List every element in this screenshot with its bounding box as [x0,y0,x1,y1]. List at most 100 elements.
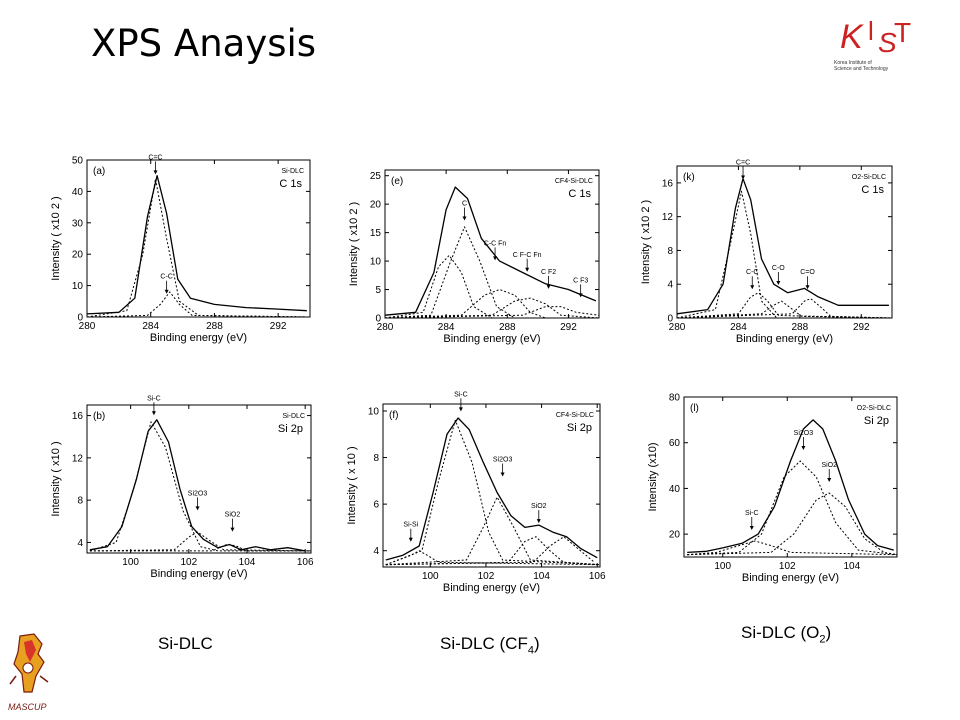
fitted-peak-line [384,306,600,319]
peak-arrowhead [462,216,467,221]
y-tick-label: 16 [72,411,84,422]
x-tick-label: 106 [297,557,314,568]
peak-annotation: C F2 [541,269,556,276]
peak-arrowhead [805,285,810,290]
peak-annotation: Si2O3 [493,457,513,464]
fitted-peak-line [89,531,312,552]
peak-arrowhead [408,537,413,542]
x-tick-label: 102 [180,557,197,568]
sample-label: CF4-Si-DLC [556,412,594,419]
x-tick-label: 284 [438,322,455,333]
caption-si-dlc-cf4: Si-DLC (CF4) [440,634,540,657]
x-tick-label: 288 [499,322,516,333]
plot-frame [676,165,893,319]
fitted-peak-line [384,254,599,319]
fitted-peak-line [676,190,892,319]
peak-annotation: C-C Fn [484,240,507,247]
sample-label: O2-Si-DLC [852,174,886,181]
fitted-peak-line [86,291,311,318]
xps-panel-4: 100 102 104 106 4 6 8 10 Binding energy (eV) Inte… [346,391,606,594]
xps-panel-1: 280 284 288 292 0 5 10 15 20 25 Binding energy (eV… [348,169,600,345]
peak-annotation: C F-C Fn [513,252,542,259]
measured-spectrum-line [687,419,894,554]
peak-annotation: C-C [160,274,172,281]
peak-arrowhead [195,506,200,511]
fitted-peak-line [385,496,601,566]
peak-annotation: Si-C [745,510,759,517]
y-axis-label: Intensity ( x10 2 ) [640,200,652,284]
x-tick-label: 288 [206,321,223,332]
fitted-peak-line [384,289,599,319]
y-tick-label: 20 [72,250,84,261]
x-tick-label: 100 [422,571,439,582]
xps-panel-0: 280 284 288 292 0 10 20 30 40 50 Binding energy (e… [50,154,311,344]
kist-logo-sub-2: Science and Technology [834,66,889,72]
x-tick-label: 100 [714,561,731,572]
plot-frame [382,403,601,568]
fitted-peak-line [385,550,601,566]
y-axis-label: Intensity (x10) [647,442,659,511]
peak-arrowhead [151,411,156,416]
x-tick-label: 288 [792,322,809,333]
peak-arrowhead [546,284,551,289]
slide-title: XPS Anaysis [91,22,317,65]
y-axis-label: Intensity ( x 10 ) [346,446,358,524]
panel-label: (k) [683,172,695,183]
fitted-peak-line [385,536,595,566]
y-tick-label: 40 [669,484,681,495]
core-level-label: C 1s [279,178,302,190]
peak-arrowhead [493,256,498,261]
peak-annotation: C-C [746,269,758,276]
y-tick-label: 15 [370,228,382,239]
sample-label: CF4-Si-DLC [555,178,593,185]
peak-annotation: C=C [736,159,750,166]
x-tick-label: 100 [122,557,139,568]
y-tick-label: 60 [669,438,681,449]
y-tick-label: 20 [669,530,681,541]
peak-arrowhead [750,285,755,290]
peak-annotation: C=O [800,269,815,276]
peak-annotation: Si-C [454,391,468,398]
y-tick-label: 4 [77,538,83,549]
measured-spectrum-line [676,178,889,315]
x-tick-label: 292 [560,322,577,333]
x-tick-label: 284 [142,321,159,332]
panel-label: (e) [391,176,403,187]
x-tick-label: 104 [533,571,550,582]
peak-arrowhead [741,175,746,180]
sample-label: Si-DLC [282,413,305,420]
y-tick-label: 4 [667,280,673,291]
x-tick-label: 280 [669,322,686,333]
y-tick-label: 0 [667,314,673,325]
y-tick-label: 0 [77,313,83,324]
panel-label: (a) [93,166,105,177]
kist-logo-sub-1: Korea Institute of [834,60,872,66]
peak-annotation: Si2O3 [794,430,814,437]
y-tick-label: 10 [368,406,380,417]
panel-label: (b) [93,411,105,422]
peak-annotation: SiO2 [531,503,547,510]
panel-label: (l) [690,403,699,414]
x-tick-label: 284 [730,322,747,333]
y-axis-label: Intensity ( x10 2 ) [50,196,62,280]
fitted-peak-line [89,544,311,552]
sample-label: O2-Si-DLC [857,405,891,412]
caption-si-dlc: Si-DLC [158,634,213,653]
fitted-peak-line [384,297,600,319]
caption-si-dlc-o2: Si-DLC (O2) [741,623,832,646]
y-tick-label: 50 [72,156,84,167]
fitted-peak-line [687,540,898,556]
plot-frame [683,396,898,558]
y-axis-label: Intensity ( x10 ) [50,441,62,516]
mascup-logo: MASCUP [8,633,49,712]
peak-annotation: Si2O3 [188,490,208,497]
panel-label: (f) [389,410,398,421]
plot-frame [86,404,312,554]
peak-arrowhead [578,293,583,298]
svg-text:S: S [878,27,897,58]
measured-spectrum-line [89,419,306,552]
x-tick-label: 104 [843,561,860,572]
y-tick-label: 6 [373,500,379,511]
peak-arrowhead [749,526,754,530]
